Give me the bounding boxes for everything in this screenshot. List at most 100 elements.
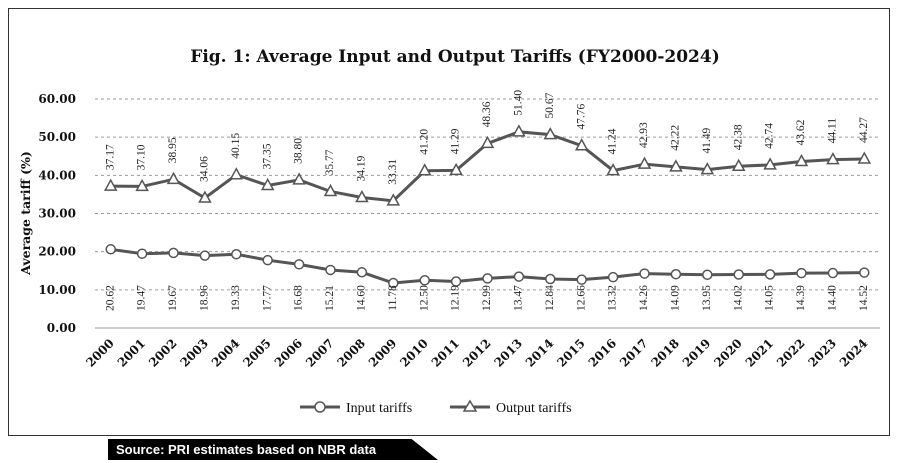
input-tariff-point [576, 274, 587, 285]
x-tick-label: 2024 [837, 336, 871, 370]
input-tariff-point [859, 267, 870, 278]
input-tariff-point [419, 275, 430, 286]
input-tariff-point [450, 276, 462, 287]
y-tick-label: 60.00 [38, 92, 76, 106]
output-data-label: 34.19 [356, 155, 368, 181]
output-data-label: 41.29 [450, 128, 462, 154]
input-tariff-point [764, 269, 776, 280]
input-tariff-point [262, 254, 273, 266]
legend-output-label: Output tariffs [496, 401, 572, 416]
x-tick-label: 2001 [115, 336, 149, 370]
output-tariff-point [512, 124, 526, 137]
x-tick-label: 2009 [366, 336, 400, 370]
x-tick-label: 2012 [460, 336, 494, 370]
x-tick-label: 2016 [586, 336, 620, 370]
input-tariff-point [231, 248, 242, 260]
y-tick-label: 10.00 [38, 283, 76, 297]
x-tick-label: 2008 [335, 336, 369, 370]
input-data-label: 14.60 [356, 285, 368, 311]
x-tick-label: 2013 [492, 336, 526, 370]
output-data-label: 42.93 [638, 122, 650, 148]
series [103, 124, 872, 289]
output-tariff-point [229, 167, 244, 180]
x-tick-label: 2023 [806, 336, 840, 370]
input-tariff-point [136, 248, 148, 259]
y-tick-label: 40.00 [38, 168, 76, 182]
input-data-label: 14.52 [858, 285, 870, 311]
x-tick-label: 2022 [774, 336, 808, 370]
input-data-label: 19.47 [136, 285, 148, 311]
x-tick-label: 2020 [711, 336, 745, 370]
y-tick-label: 30.00 [38, 207, 76, 221]
output-tariff-point [480, 135, 495, 149]
input-tariff-point [168, 247, 179, 259]
output-tariff-point [386, 193, 401, 206]
input-data-label: 19.67 [167, 285, 179, 311]
output-data-label: 35.77 [324, 149, 336, 175]
input-data-label: 12.19 [450, 285, 462, 311]
output-tariff-point [763, 157, 777, 170]
legend-item-input: Input tariffs [300, 401, 412, 416]
input-data-label: 14.02 [732, 285, 744, 311]
input-tariff-point [733, 269, 744, 280]
output-data-label: 37.17 [104, 144, 116, 170]
input-tariff-point [293, 259, 305, 270]
x-tick-label: 2014 [523, 336, 557, 370]
output-data-label: 48.36 [481, 101, 493, 127]
output-data-label: 37.35 [261, 143, 273, 169]
input-data-label: 16.68 [293, 285, 305, 311]
x-axis-ticks: 2000200120022003200420052006200720082009… [83, 336, 870, 370]
input-tariff-point [325, 264, 336, 276]
input-data-label: 17.77 [261, 285, 273, 311]
input-tariff-point [545, 273, 556, 285]
input-tariff-point [199, 250, 211, 261]
output-data-label: 38.80 [293, 138, 305, 164]
output-data-label: 41.49 [701, 127, 713, 153]
gridlines [95, 98, 880, 329]
x-tick-label: 2003 [178, 336, 212, 370]
output-tariff-point [637, 156, 652, 169]
x-tick-label: 2005 [240, 336, 274, 370]
legend: Input tariffs Output tariffs [300, 399, 572, 416]
output-data-label: 44.11 [827, 118, 839, 144]
input-data-label: 12.99 [481, 285, 493, 311]
y-tick-label: 20.00 [38, 245, 76, 259]
output-tariff-point [449, 162, 463, 176]
y-axis-ticks: 0.00 10.00 20.00 30.00 40.00 50.00 60.00 [38, 92, 76, 335]
output-data-label: 41.24 [607, 128, 619, 154]
output-data-label: 42.22 [670, 125, 682, 151]
input-data-label: 20.62 [104, 285, 116, 311]
output-tariff-point [606, 163, 620, 176]
input-tariff-point [796, 267, 807, 279]
input-data-label: 12.66 [575, 285, 587, 311]
input-tariff-point [670, 268, 682, 280]
output-tariff-point [135, 178, 149, 192]
output-tariff-point [669, 159, 683, 172]
output-tariff-point [794, 153, 809, 167]
input-data-label: 11.78 [387, 285, 399, 311]
source-note: Source: PRI estimates based on NBR data [108, 439, 438, 460]
x-tick-label: 2004 [209, 336, 243, 370]
output-data-label: 47.76 [575, 104, 587, 130]
input-tariff-point [356, 267, 368, 278]
x-tick-label: 2019 [680, 336, 714, 370]
input-data-label: 13.95 [701, 285, 713, 311]
input-data-label: 19.33 [230, 285, 242, 311]
x-tick-label: 2017 [617, 336, 651, 370]
x-tick-label: 2006 [272, 336, 306, 370]
legend-input-label: Input tariffs [346, 401, 412, 416]
output-tariff-point [260, 177, 275, 191]
x-tick-label: 2000 [83, 336, 117, 370]
x-tick-label: 2011 [429, 336, 463, 370]
input-data-label: 14.05 [764, 285, 776, 311]
output-data-label: 50.67 [544, 92, 556, 118]
output-data-label: 44.27 [858, 117, 870, 143]
input-tariff-point [639, 268, 650, 279]
y-axis-label: Average tariff (%) [18, 151, 33, 276]
input-tariff-point [513, 271, 525, 282]
input-data-label: 14.40 [827, 285, 839, 311]
output-data-label: 51.40 [513, 90, 525, 116]
input-tariff-point [607, 271, 619, 283]
input-data-label: 13.47 [513, 285, 525, 311]
